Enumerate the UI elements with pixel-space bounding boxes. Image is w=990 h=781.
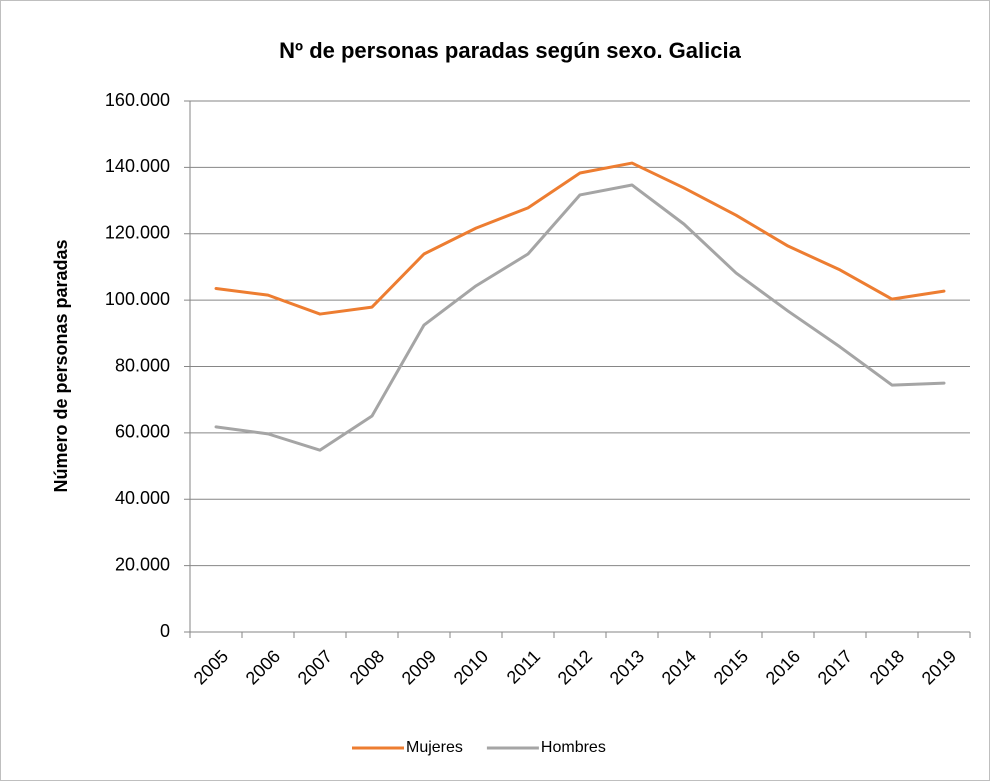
legend-label: Hombres [541,739,606,756]
y-tick-label: 80.000 [115,355,170,375]
y-tick-label: 0 [160,621,170,641]
line-series [214,183,946,452]
y-tick-label: 100.000 [105,289,170,309]
y-tick-label: 20.000 [115,554,170,574]
line-series [214,161,946,316]
y-tick-label: 160.000 [105,90,170,110]
y-tick-label: 40.000 [115,488,170,508]
legend-label: Mujeres [406,739,463,756]
y-axis-label: Número de personas paradas [51,239,71,492]
y-tick-label: 60.000 [115,422,170,442]
chart-title: Nº de personas paradas según sexo. Galic… [279,38,741,63]
y-tick-label: 140.000 [105,156,170,176]
y-tick-label: 120.000 [105,223,170,243]
